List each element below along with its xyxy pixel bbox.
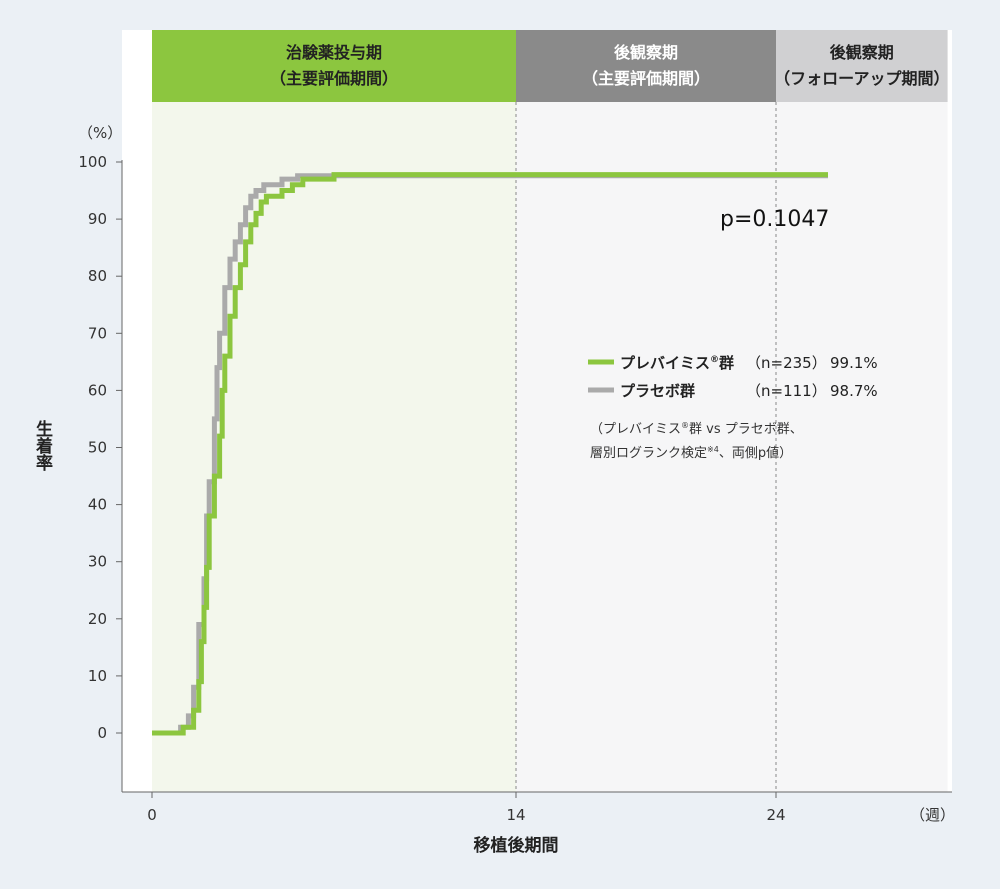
phase-backgrounds — [152, 102, 948, 792]
x-tick-label: 14 — [506, 806, 525, 824]
y-tick-label: 20 — [88, 610, 107, 628]
legend-note-line2: 層別ログランク検定※4、両側p値） — [590, 445, 792, 461]
y-tick-label: 50 — [88, 439, 107, 457]
y-tick-label: 30 — [88, 553, 107, 571]
phase-title-1: 後観察期 — [614, 43, 678, 62]
x-tick-label: 24 — [766, 806, 785, 824]
phase-subtitle-2: （フォローアップ期間） — [774, 69, 949, 88]
y-tick-label: 10 — [88, 667, 107, 685]
phase-headers: 治験薬投与期 （主要評価期間） 後観察期 （主要評価期間） 後観察期 （フォローアップ期間… — [152, 30, 949, 102]
legend: プレバイミス®群 （n=235） 99.1% プラセボ群 （n=111） 98.… — [588, 354, 878, 461]
legend-n-prevymis: （n=235） — [746, 354, 827, 372]
y-tick-label: 70 — [88, 324, 107, 342]
x-tick-label: 0 — [147, 806, 157, 824]
legend-pct-placebo: 98.7% — [830, 382, 878, 400]
legend-label-placebo: プラセボ群 — [620, 382, 695, 400]
phase-subtitle-1: （主要評価期間） — [582, 69, 710, 88]
phase-header-1 — [516, 30, 776, 102]
y-tick-label: 60 — [88, 381, 107, 399]
phase-bg-2 — [776, 102, 948, 792]
y-tick-label: 0 — [97, 724, 107, 742]
x-ticks: 0 14 24 — [147, 792, 786, 824]
series-line-1 — [152, 172, 828, 736]
phase-title-0: 治験薬投与期 — [286, 43, 382, 62]
y-tick-label: 90 — [88, 210, 107, 228]
x-unit-label: （週） — [910, 806, 955, 824]
legend-pct-prevymis: 99.1% — [830, 354, 878, 372]
phase-header-2 — [776, 30, 948, 102]
y-tick-label: 80 — [88, 267, 107, 285]
phase-subtitle-0: （主要評価期間） — [270, 69, 398, 88]
series-lines — [152, 172, 828, 736]
phase-dividers — [515, 102, 777, 792]
x-axis-title: 移植後期間 — [474, 835, 559, 856]
y-tick-label: 100 — [78, 153, 107, 171]
phase-title-2: 後観察期 — [830, 43, 894, 62]
phase-bg-0 — [152, 102, 516, 792]
p-value: p=0.1047 — [720, 207, 829, 232]
legend-label-prevymis: プレバイミス®群 — [620, 354, 734, 372]
y-tick-label: 40 — [88, 496, 107, 514]
y-ticks: 0 10 20 30 40 50 60 70 80 90 100 — [78, 153, 122, 742]
legend-n-placebo: （n=111） — [746, 382, 827, 400]
y-unit-label: （%） — [78, 124, 122, 142]
y-axis-title: 生着率 — [32, 419, 54, 472]
phase-bg-1 — [516, 102, 776, 792]
legend-note-line1: （プレバイミス®群 vs プラセボ群、 — [590, 421, 803, 437]
phase-header-0 — [152, 30, 516, 102]
